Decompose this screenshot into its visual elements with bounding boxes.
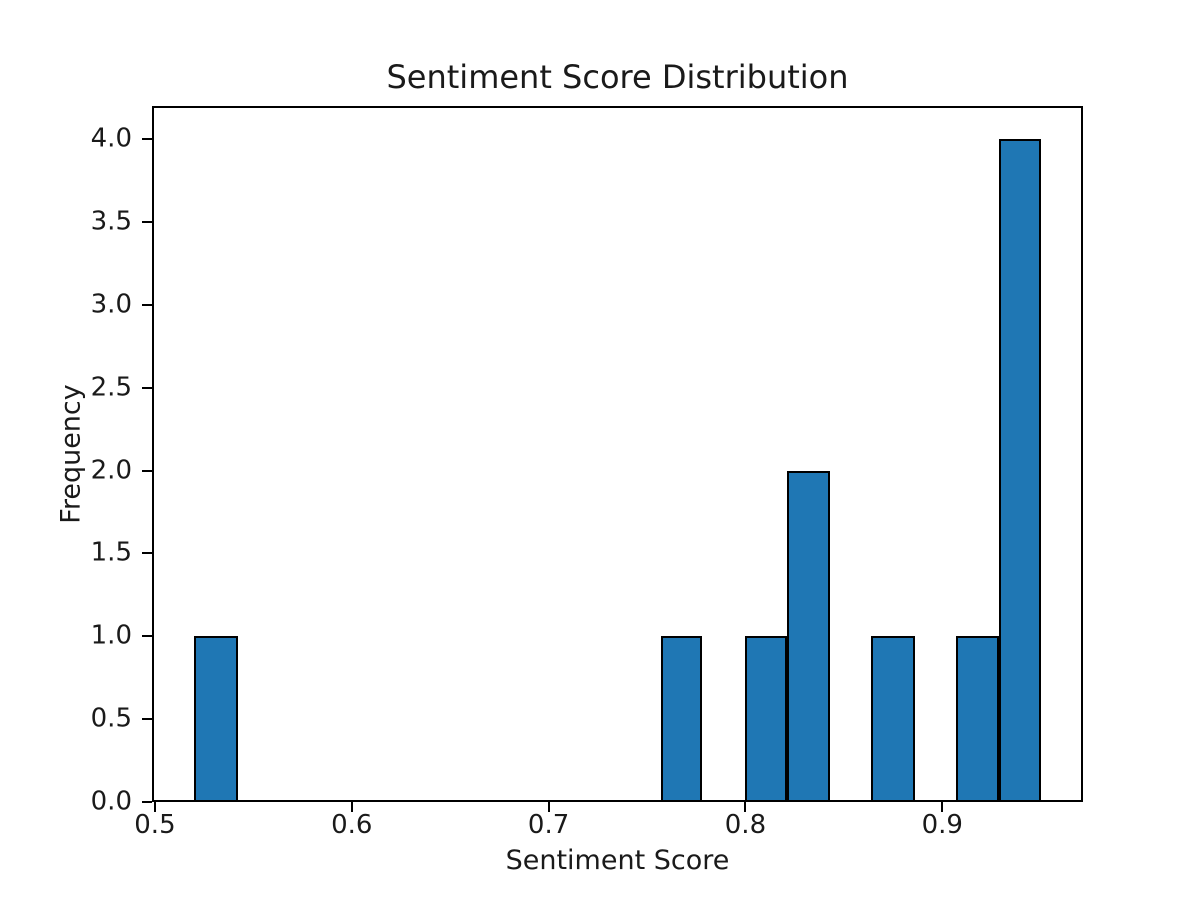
plot-area [152,106,1083,802]
histogram-bar [194,636,238,802]
x-tick-label: 0.7 [527,810,570,840]
y-tick-label: 1.5 [90,537,132,568]
y-tick-label: 0.0 [90,786,132,817]
y-tick-label: 2.0 [90,454,132,485]
y-tick-label: 1.0 [90,620,132,651]
histogram-bar [786,470,831,802]
x-tick-mark [547,802,550,812]
histogram-bar [956,636,1000,802]
y-tick-mark [142,386,152,389]
x-tick-label: 0.5 [134,810,176,840]
y-tick-mark [142,552,152,555]
histogram-bar [660,636,703,802]
y-tick-mark [142,469,152,472]
y-tick-label: 3.0 [90,289,132,320]
y-tick-label: 0.5 [90,703,132,734]
y-tick-mark [142,635,152,638]
x-tick-label: 0.8 [724,810,767,840]
y-axis-label: Frequency [55,384,87,524]
x-tick-label: 0.6 [331,810,373,840]
y-tick-label: 4.0 [90,123,132,154]
y-tick-mark [142,303,152,306]
x-tick-label: 0.9 [921,810,963,840]
y-tick-mark [142,138,152,141]
x-axis-label: Sentiment Score [505,845,730,876]
x-tick-mark [153,802,156,812]
x-tick-mark [941,802,944,812]
histogram-bar [871,636,915,802]
x-tick-mark [744,802,747,812]
y-tick-label: 3.5 [90,206,132,237]
histogram-bar [999,139,1041,802]
histogram-bar [745,636,787,802]
chart-title: Sentiment Score Distribution [386,58,849,96]
y-tick-mark [142,718,152,721]
y-tick-mark [142,221,152,223]
x-tick-mark [350,802,353,812]
y-tick-mark [142,801,152,803]
y-tick-label: 2.5 [90,372,132,403]
